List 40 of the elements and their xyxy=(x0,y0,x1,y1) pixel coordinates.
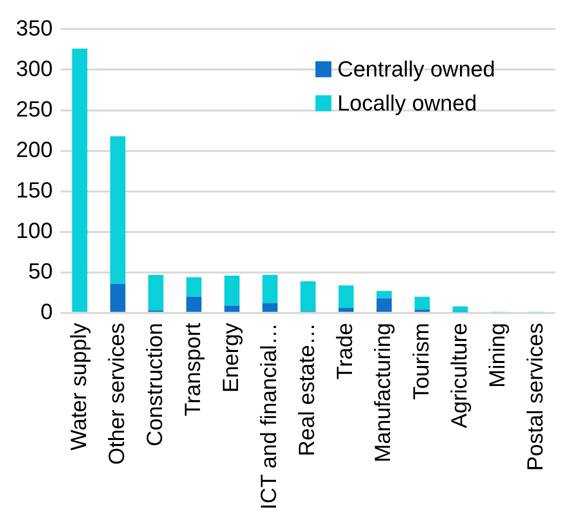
x-tick-label: Transport xyxy=(180,322,205,416)
y-tick-label: 0 xyxy=(40,298,53,324)
bar xyxy=(262,274,278,304)
y-tick-label: 300 xyxy=(16,56,53,81)
bar xyxy=(72,48,88,312)
bar xyxy=(262,303,278,312)
x-tick-label: Construction xyxy=(142,322,167,446)
legend-label: Locally owned xyxy=(337,90,477,116)
x-tick-label: Energy xyxy=(218,322,244,393)
bar xyxy=(224,306,240,312)
x-tick-label: Trade xyxy=(332,322,358,380)
y-tick-label: 150 xyxy=(16,177,53,202)
bar xyxy=(186,277,202,297)
x-tick-label: Real estate… xyxy=(294,322,320,456)
bar xyxy=(338,308,354,312)
y-tick-label: 50 xyxy=(28,258,53,284)
bar xyxy=(300,281,316,312)
bar xyxy=(224,276,240,306)
legend-label: Centrally owned xyxy=(337,56,496,82)
x-tick-label: Manufacturing xyxy=(370,322,396,462)
x-tick-label: Mining xyxy=(484,322,510,388)
bar xyxy=(338,285,354,308)
bar xyxy=(148,274,164,310)
y-tick-label: 100 xyxy=(16,218,53,243)
x-tick-label: Water supply xyxy=(66,322,91,450)
y-tick-label: 250 xyxy=(16,96,53,122)
bar xyxy=(110,136,126,284)
y-tick-label: 350 xyxy=(16,15,53,40)
bar xyxy=(186,296,202,312)
x-tick-label: Agriculture xyxy=(446,322,472,428)
x-tick-label: ICT and financial… xyxy=(256,322,282,510)
bar xyxy=(376,298,392,312)
bar xyxy=(452,306,468,312)
y-tick-label: 200 xyxy=(16,136,53,162)
x-tick-label: Other services xyxy=(104,322,129,465)
x-tick-label: Postal services xyxy=(522,322,548,471)
bar xyxy=(376,291,392,298)
bar xyxy=(110,284,126,312)
x-tick-label: Tourism xyxy=(408,322,434,400)
bar xyxy=(414,296,430,310)
